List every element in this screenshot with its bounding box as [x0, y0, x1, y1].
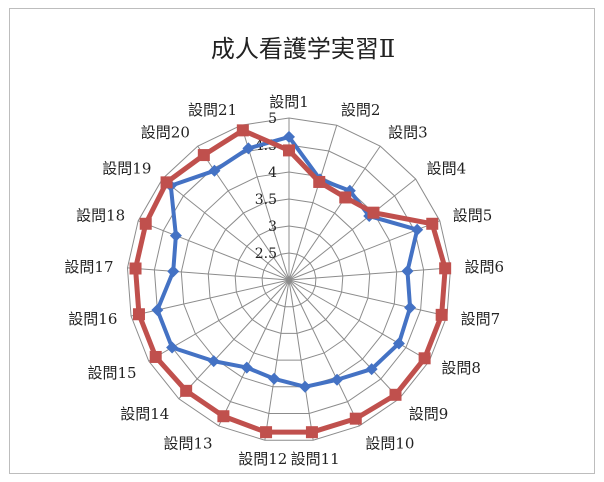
- data-point-diamond: [404, 301, 417, 314]
- data-point-diamond: [169, 229, 182, 242]
- chart-title: 成人看護学実習Ⅱ: [211, 35, 395, 63]
- grid-ring: [180, 171, 398, 388]
- grid-spoke: [127, 267, 290, 281]
- category-label: 設問11: [291, 450, 340, 468]
- category-label: 設問15: [88, 364, 137, 382]
- grid-spoke: [288, 279, 430, 362]
- category-label: 設問7: [461, 310, 501, 328]
- category-label: 設問19: [102, 159, 151, 177]
- data-point-diamond: [299, 380, 312, 393]
- data-point-square: [197, 149, 210, 162]
- data-point-square: [435, 308, 448, 321]
- grid-spoke: [288, 178, 416, 281]
- radial-tick-label: 3.5: [255, 192, 277, 208]
- series-2: [129, 124, 452, 439]
- grid-spoke: [288, 279, 448, 317]
- data-point-square: [439, 262, 452, 275]
- data-point-square: [160, 176, 173, 189]
- data-point-square: [283, 144, 295, 157]
- data-point-square: [426, 217, 439, 230]
- radial-tick-labels: 2.533.544.55: [255, 111, 277, 262]
- data-point-diamond: [167, 265, 180, 278]
- grid-spoke: [288, 267, 451, 281]
- series-line: [133, 127, 448, 435]
- grid-spoke: [288, 145, 381, 281]
- category-label: 設問12: [238, 450, 287, 468]
- data-point-square: [389, 388, 402, 401]
- radial-tick-label: 5: [268, 111, 277, 127]
- data-point-diamond: [268, 372, 281, 385]
- data-point-square: [349, 412, 362, 425]
- data-point-square: [149, 350, 162, 363]
- data-point-square: [139, 217, 152, 230]
- grid-spoke: [138, 220, 290, 281]
- category-label: 設問9: [409, 405, 449, 423]
- data-point-square: [313, 175, 326, 188]
- category-label: 設問5: [453, 207, 493, 225]
- chart-frame: 成人看護学実習Ⅱ 2.5 3 3.5 4 4.5 5 設問1 設問2 設問3 設問4 設問5 設問6…: [9, 8, 595, 474]
- category-label: 設問13: [164, 435, 213, 453]
- grid-ring: [261, 252, 317, 308]
- data-point-square: [367, 206, 380, 219]
- category-label: 設問20: [141, 124, 190, 142]
- grid-spoke: [288, 279, 314, 441]
- category-label: 設問16: [68, 310, 117, 328]
- grid-spoke: [162, 178, 290, 281]
- series-1: [151, 130, 424, 393]
- series-line: [155, 134, 420, 389]
- grid-spoke: [218, 279, 290, 427]
- radar-grid: [126, 117, 452, 441]
- category-label: 設問1: [269, 93, 309, 111]
- data-point-square: [129, 262, 142, 275]
- category-label: 設問10: [365, 435, 414, 453]
- data-point-diamond: [365, 363, 378, 376]
- data-point-diamond: [411, 223, 424, 236]
- grid-ring: [207, 198, 371, 361]
- series-layer: [129, 124, 452, 439]
- radial-tick-label: 2.5: [255, 246, 277, 262]
- data-point-square: [418, 352, 431, 365]
- category-label: 設問6: [465, 258, 505, 276]
- radial-tick-label: 4: [268, 165, 277, 181]
- data-point-diamond: [240, 361, 253, 374]
- data-point-square: [217, 410, 230, 423]
- data-point-diamond: [242, 142, 255, 155]
- category-label: 設問18: [76, 207, 125, 225]
- category-label: 設問14: [120, 405, 169, 423]
- grid-ring: [234, 225, 344, 334]
- category-label: 設問2: [341, 101, 381, 119]
- data-point-square: [305, 426, 318, 439]
- category-label: 設問8: [441, 359, 481, 377]
- data-point-diamond: [207, 355, 220, 368]
- category-label: 設問4: [427, 159, 467, 177]
- radial-tick-label: 3: [268, 219, 277, 235]
- radar-chart: 成人看護学実習Ⅱ 2.533.544.55 設問1 設問2設問3設問4設問5設問6…: [64, 35, 504, 468]
- grid-spoke: [288, 279, 360, 427]
- grid-spoke: [288, 279, 400, 400]
- grid-ring: [126, 117, 452, 441]
- data-point-square: [339, 191, 352, 204]
- data-point-diamond: [166, 341, 179, 354]
- data-point-diamond: [151, 304, 164, 317]
- data-point-diamond: [283, 130, 295, 143]
- data-point-square: [236, 124, 249, 137]
- data-point-diamond: [392, 337, 405, 350]
- category-label: 設問17: [64, 258, 113, 276]
- data-point-square: [260, 426, 273, 439]
- grid-spoke: [288, 125, 338, 281]
- data-point-diamond: [331, 373, 344, 386]
- grid-spoke: [264, 279, 290, 441]
- data-point-square: [180, 384, 193, 397]
- data-point-square: [132, 308, 145, 321]
- data-point-diamond: [208, 164, 221, 177]
- category-label: 設問21: [188, 101, 237, 119]
- category-label: 設問3: [388, 124, 428, 142]
- data-point-diamond: [401, 265, 414, 278]
- grid-spoke: [178, 279, 290, 400]
